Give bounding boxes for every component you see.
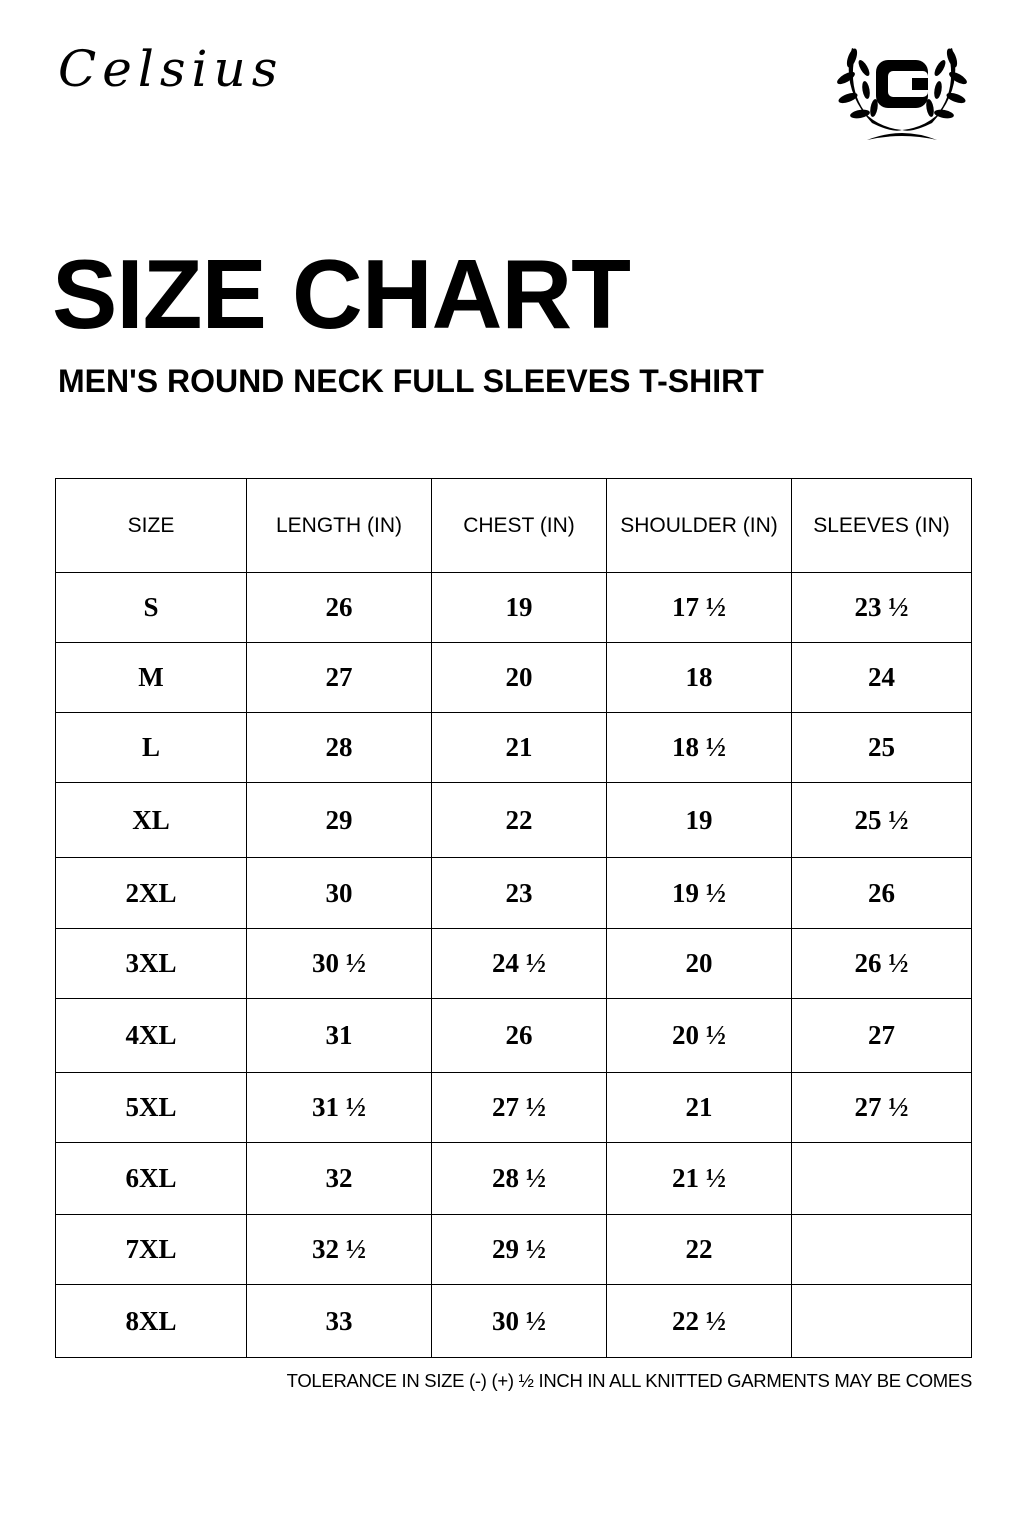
table-cell: 20 [431,642,607,713]
table-cell: 21 [606,1072,792,1143]
table-cell: 24 ½ [431,928,607,999]
table-cell: 27 [246,642,432,713]
table-cell: S [55,572,247,643]
table-cell: L [55,712,247,783]
table-cell: 25 ½ [791,782,972,858]
table-cell: 32 [246,1142,432,1215]
table-cell: 23 [431,857,607,929]
table-row: 8XL 33 30 ½ 22 ½ [55,1284,972,1358]
table-row: 3XL 30 ½ 24 ½ 20 26 ½ [55,928,972,999]
table-cell: 24 [791,642,972,713]
table-cell: 25 [791,712,972,783]
column-header: SLEEVES (IN) [791,478,972,573]
table-row: 2XL 30 23 19 ½ 26 [55,857,972,929]
table-cell: 27 ½ [431,1072,607,1143]
table-header-row: SIZE LENGTH (IN) CHEST (IN) SHOULDER (IN) SL… [55,478,972,573]
table-cell: 27 [791,998,972,1073]
table-cell [791,1284,972,1358]
table-cell: 26 [246,572,432,643]
table-cell: 6XL [55,1142,247,1215]
table-cell: 2XL [55,857,247,929]
table-cell: 28 ½ [431,1142,607,1215]
table-cell: 32 ½ [246,1214,432,1285]
size-chart-table: SIZE LENGTH (IN) CHEST (IN) SHOULDER (IN) SL… [55,478,972,1358]
page-title: SIZE CHART [52,239,631,349]
table-cell [791,1214,972,1285]
table-cell: 30 ½ [431,1284,607,1358]
table-cell: 8XL [55,1284,247,1358]
column-header: SIZE [55,478,247,573]
table-row: L 28 21 18 ½ 25 [55,712,972,783]
table-cell: 19 [606,782,792,858]
table-cell: 22 [431,782,607,858]
table-cell: 26 [791,857,972,929]
table-cell: 26 ½ [791,928,972,999]
column-header: LENGTH (IN) [246,478,432,573]
table-cell: 21 ½ [606,1142,792,1215]
table-row: 6XL 32 28 ½ 21 ½ [55,1142,972,1215]
table-cell: 7XL [55,1214,247,1285]
column-header: SHOULDER (IN) [606,478,792,573]
tolerance-note: TOLERANCE IN SIZE (-) (+) ½ INCH IN ALL … [286,1370,973,1391]
table-cell: 30 [246,857,432,929]
table-cell: 5XL [55,1072,247,1143]
table-cell: 27 ½ [791,1072,972,1143]
table-row: S 26 19 17 ½ 23 ½ [55,572,972,643]
table-cell: XL [55,782,247,858]
table-row: 7XL 32 ½ 29 ½ 22 [55,1214,972,1285]
table-cell: 3XL [55,928,247,999]
table-cell: 33 [246,1284,432,1358]
table-row: 5XL 31 ½ 27 ½ 21 27 ½ [55,1072,972,1143]
table-cell: 22 [606,1214,792,1285]
table-cell: M [55,642,247,713]
table-cell [791,1142,972,1215]
table-cell: 23 ½ [791,572,972,643]
table-cell: 31 [246,998,432,1073]
table-cell: 19 [431,572,607,643]
page-subtitle: MEN'S ROUND NECK FULL SLEEVES T-SHIRT [58,363,764,399]
table-cell: 19 ½ [606,857,792,929]
table-cell: 26 [431,998,607,1073]
table-cell: 18 ½ [606,712,792,783]
brand-logo-text: Celsius [58,40,284,98]
table-row: XL 29 22 19 25 ½ [55,782,972,858]
table-cell: 30 ½ [246,928,432,999]
table-cell: 28 [246,712,432,783]
table-cell: 4XL [55,998,247,1073]
table-cell: 21 [431,712,607,783]
table-row: 4XL 31 26 20 ½ 27 [55,998,972,1073]
column-header: CHEST (IN) [431,478,607,573]
table-row: M 27 20 18 24 [55,642,972,713]
table-cell: 20 ½ [606,998,792,1073]
table-cell: 17 ½ [606,572,792,643]
table-cell: 29 ½ [431,1214,607,1285]
table-cell: 20 [606,928,792,999]
table-cell: 22 ½ [606,1284,792,1358]
laurel-logo-icon [837,47,969,140]
table-cell: 31 ½ [246,1072,432,1143]
table-cell: 29 [246,782,432,858]
table-cell: 18 [606,642,792,713]
